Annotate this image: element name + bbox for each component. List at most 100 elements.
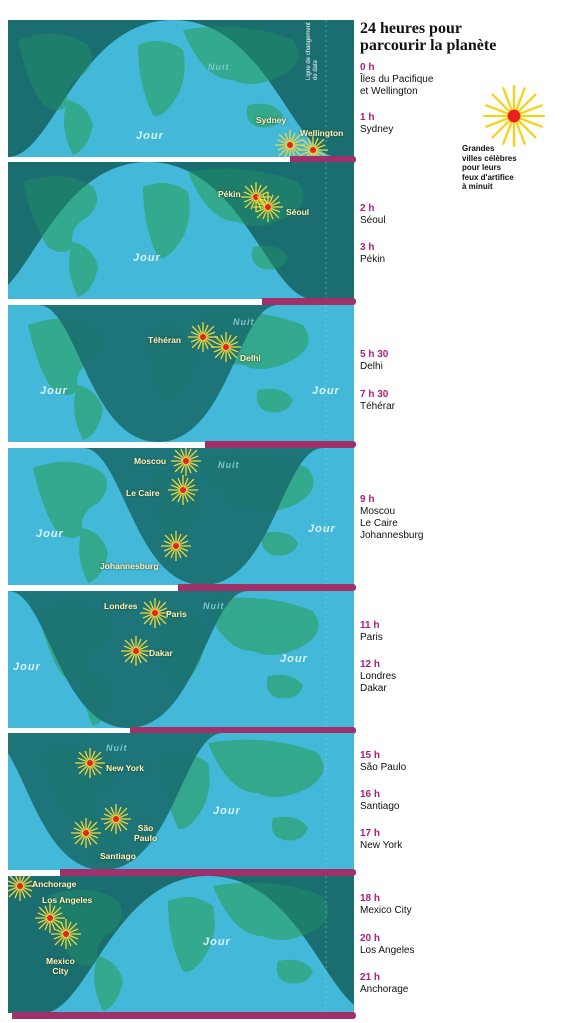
night-label: Nuit [203, 601, 225, 611]
hour-label: 17 h [360, 828, 381, 839]
city-name: Sydney [360, 124, 394, 135]
time-entry: 0 h Îles du Pacifique et Wellington [360, 62, 433, 98]
world-map-panel: Jour Jour Nuit Londres Paris Dakar [8, 591, 354, 728]
city-label: Pékin [218, 189, 241, 199]
time-entry: 2 h Séoul [360, 203, 386, 227]
firework-icon [161, 531, 191, 561]
city-name: Paris [360, 632, 383, 643]
city-name: Îles du Pacifique et Wellington [360, 74, 434, 97]
night-label: Nuit [218, 460, 240, 470]
city-label: Dakar [149, 648, 173, 658]
city-label: Wellington [300, 128, 344, 138]
time-entry: 15 h São Paulo [360, 750, 406, 774]
city-label: Londres [104, 601, 138, 611]
city-name: Téhérar [360, 401, 396, 412]
city-label: Los Angeles [42, 895, 93, 905]
time-entry: 18 h Mexico City [360, 893, 412, 917]
day-label: Jour [280, 653, 308, 665]
firework-icon [51, 919, 81, 949]
timeline-bar [205, 441, 356, 448]
city-label: Moscou [134, 456, 167, 466]
legend-text: Grandes villes célèbres pour leurs feux … [462, 144, 517, 191]
firework-icon [298, 135, 328, 157]
firework-icon [253, 192, 283, 222]
firework-icon [168, 475, 198, 505]
day-label: Jour [133, 252, 161, 264]
time-entry: 3 h Pékin [360, 242, 385, 266]
firework-icon [140, 598, 170, 628]
city-name: Londres Dakar [360, 671, 397, 694]
dateline-label: Ligne de changement de date [306, 22, 319, 80]
night-label: Nuit [233, 317, 255, 327]
firework-icon [241, 182, 271, 212]
hour-label: 3 h [360, 242, 375, 253]
day-label: Jour [312, 385, 340, 397]
world-map-panel: Jour Pékin Séoul [8, 162, 354, 299]
time-entry: 12 h Londres Dakar [360, 659, 396, 695]
city-name: Moscou Le Caire Johannesburg [360, 506, 424, 541]
city-label: Téhéran [148, 335, 182, 345]
city-name: New York [360, 840, 403, 851]
timeline-bar [262, 298, 356, 305]
time-entry: 16 h Santiago [360, 789, 399, 813]
firework-icon [121, 636, 151, 666]
day-label: Jour [203, 936, 231, 948]
time-entry: 20 h Los Angeles [360, 933, 415, 957]
firework-icon [71, 818, 101, 848]
firework-icon [101, 804, 131, 834]
time-entry: 1 h Sydney [360, 112, 393, 136]
city-name: Mexico City [360, 905, 412, 916]
firework-icon [8, 876, 35, 901]
city-label: Johannesburg [100, 561, 159, 571]
firework-icon [75, 748, 105, 778]
time-entry: 17 h New York [360, 828, 402, 852]
time-entry: 5 h 30 Delhi [360, 349, 388, 373]
hour-label: 11 h [360, 620, 380, 631]
city-name: Anchorage [360, 984, 409, 995]
firework-icon [275, 130, 305, 157]
night-label: Nuit [208, 62, 230, 72]
hour-label: 20 h [360, 933, 381, 944]
hour-label: 21 h [360, 972, 381, 983]
city-name: Los Angeles [360, 945, 415, 956]
city-name: São Paulo [360, 762, 407, 773]
legend-firework-icon [482, 84, 546, 148]
firework-icon [171, 448, 201, 476]
day-label: Jour [136, 130, 164, 142]
city-label: New York [106, 763, 144, 773]
world-map-panel: Jour Nuit New York São Paulo Santiago [8, 733, 354, 870]
world-map-panel: Jour Jour Nuit Téhéran Delhi [8, 305, 354, 442]
timeline-bar [60, 869, 356, 876]
city-label: Sydney [256, 115, 287, 125]
world-map-panel: Jour Anchorage Los Angeles Mexico City [8, 876, 354, 1013]
day-label: Jour [308, 523, 336, 535]
hour-label: 5 h 30 [360, 349, 389, 360]
timeline-bar [290, 156, 356, 163]
firework-icon [188, 322, 218, 352]
city-name: Séoul [360, 215, 386, 226]
hour-label: 0 h [360, 62, 375, 73]
timeline-bar [178, 584, 356, 591]
hour-label: 15 h [360, 750, 381, 761]
city-name: Santiago [360, 801, 400, 812]
day-label: Jour [36, 528, 64, 540]
time-entry: 21 h Anchorage [360, 972, 408, 996]
world-map-panel: Jour Jour Nuit Moscou Le Caire Johannesburg [8, 448, 354, 585]
city-name: Pékin [360, 254, 386, 265]
city-label: Séoul [286, 207, 310, 217]
day-label: Jour [40, 385, 68, 397]
timeline-bar [130, 727, 356, 734]
timeline-bar [12, 1012, 356, 1019]
firework-icon [211, 332, 241, 362]
day-label: Jour [13, 661, 41, 673]
night-label: Nuit [106, 743, 128, 753]
hour-label: 12 h [360, 659, 381, 670]
hour-label: 9 h [360, 494, 375, 505]
day-label: Jour [213, 805, 241, 817]
hour-label: 7 h 30 [360, 389, 389, 400]
city-label: São Paulo [134, 823, 158, 843]
hour-label: 2 h [360, 203, 375, 214]
city-label: Paris [166, 609, 187, 619]
hour-label: 18 h [360, 893, 381, 904]
page-title: 24 heures pour parcourir la planète [360, 20, 497, 54]
